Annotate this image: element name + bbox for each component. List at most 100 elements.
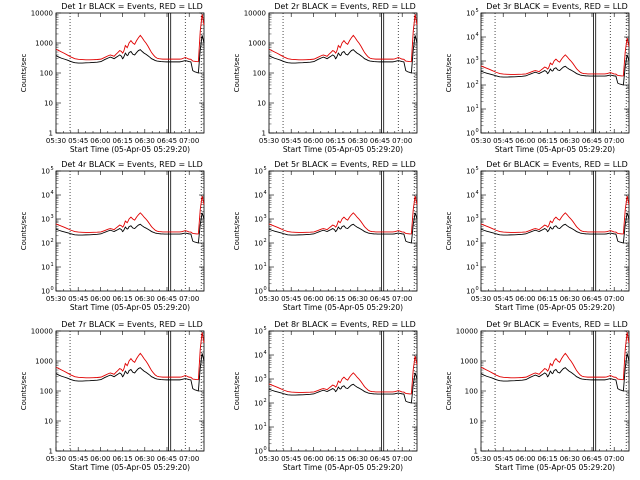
- x-tick-label: 06:45: [370, 295, 390, 303]
- y-tick-label: 10: [466, 288, 475, 296]
- y-tick-exponent: 5: [264, 326, 267, 332]
- y-tick-label: 1: [49, 448, 53, 456]
- x-tick-label: 05:30: [471, 137, 491, 145]
- y-tick-label: 10: [466, 34, 475, 42]
- y-tick-label: 10: [44, 418, 53, 426]
- x-axis-label: Start Time (05-Apr-05 05:29:20): [283, 145, 403, 154]
- x-tick-label: 06:00: [515, 455, 535, 463]
- plot-frame: [55, 170, 205, 292]
- y-tick-label: 10000: [456, 328, 478, 336]
- y-tick-exponent: 3: [51, 214, 54, 220]
- series-lld: [55, 14, 205, 63]
- y-axis-label: Counts/sec: [233, 372, 241, 411]
- x-tick-label: 06:45: [370, 455, 390, 463]
- x-tick-label: 05:45: [68, 455, 88, 463]
- y-tick-label: 100: [253, 70, 266, 78]
- x-tick-label: 05:45: [281, 137, 301, 145]
- y-tick-exponent: 5: [51, 166, 54, 172]
- y-axis-label: Counts/sec: [445, 372, 453, 411]
- x-tick-label: 07:00: [604, 295, 624, 303]
- y-tick-label: 10: [41, 168, 50, 176]
- y-tick-label: 1000: [35, 358, 53, 366]
- y-tick-exponent: 4: [51, 190, 54, 196]
- series-lld: [268, 14, 418, 63]
- panel-title: Det 1r BLACK = Events, RED = LLD: [61, 2, 203, 11]
- y-tick-label: 10: [466, 216, 475, 224]
- x-tick-label: 05:30: [471, 295, 491, 303]
- y-axis-label: Counts/sec: [233, 212, 241, 251]
- y-tick-label: 10: [466, 168, 475, 176]
- x-tick-label: 06:00: [303, 137, 323, 145]
- y-axis-label: Counts/sec: [445, 54, 453, 93]
- y-tick-label: 10: [254, 448, 263, 456]
- y-tick-exponent: 4: [476, 190, 479, 196]
- y-tick-exponent: 0: [476, 286, 479, 292]
- x-tick-label: 06:45: [370, 137, 390, 145]
- y-tick-exponent: 5: [476, 166, 479, 172]
- x-tick-label: 05:45: [493, 455, 513, 463]
- y-tick-label: 10000: [244, 10, 266, 18]
- panel-title: Det 6r BLACK = Events, RED = LLD: [486, 160, 628, 169]
- y-tick-label: 100: [40, 388, 53, 396]
- series-lld: [55, 196, 205, 235]
- x-tick-label: 05:45: [68, 137, 88, 145]
- plot-frame: [55, 12, 205, 134]
- y-tick-exponent: 2: [264, 238, 267, 244]
- x-axis-label: Start Time (05-Apr-05 05:29:20): [70, 463, 190, 472]
- x-tick-label: 07:00: [179, 137, 199, 145]
- x-tick-label: 06:30: [135, 137, 155, 145]
- y-tick-label: 10: [41, 192, 50, 200]
- y-axis-label: Counts/sec: [20, 212, 28, 251]
- x-tick-label: 07:00: [179, 295, 199, 303]
- x-tick-label: 06:15: [538, 455, 558, 463]
- x-tick-label: 07:00: [392, 137, 412, 145]
- y-tick-label: 10: [254, 376, 263, 384]
- x-tick-label: 05:30: [471, 455, 491, 463]
- y-tick-exponent: 1: [264, 262, 267, 268]
- x-tick-label: 05:30: [46, 137, 66, 145]
- y-tick-label: 10: [41, 240, 50, 248]
- y-axis-label: Counts/sec: [20, 54, 28, 93]
- y-axis-label: Counts/sec: [445, 212, 453, 251]
- x-axis-label: Start Time (05-Apr-05 05:29:20): [70, 145, 190, 154]
- panel-title: Det 2r BLACK = Events, RED = LLD: [274, 2, 416, 11]
- x-tick-label: 05:30: [259, 295, 279, 303]
- y-tick-label: 10: [466, 130, 475, 138]
- x-tick-label: 06:30: [348, 295, 368, 303]
- x-tick-label: 06:00: [515, 295, 535, 303]
- x-tick-label: 06:45: [157, 137, 177, 145]
- x-axis-label: Start Time (05-Apr-05 05:29:20): [495, 145, 615, 154]
- detector-panel-3: Det 3r BLACK = Events, RED = LLD 05:30 05:…: [445, 2, 630, 154]
- plot-frame: [480, 12, 630, 134]
- panel-title: Det 9r BLACK = Events, RED = LLD: [486, 320, 628, 329]
- y-tick-label: 10: [466, 192, 475, 200]
- x-tick-label: 06:45: [582, 137, 602, 145]
- x-tick-label: 05:30: [259, 455, 279, 463]
- x-tick-label: 06:15: [326, 295, 346, 303]
- y-tick-label: 10: [41, 264, 50, 272]
- y-tick-label: 10: [466, 10, 475, 18]
- plot-frame: [268, 330, 418, 452]
- x-tick-label: 06:30: [560, 455, 580, 463]
- y-tick-label: 10: [466, 106, 475, 114]
- y-tick-label: 10: [44, 100, 53, 108]
- x-tick-label: 07:00: [392, 455, 412, 463]
- y-tick-label: 10: [254, 240, 263, 248]
- plot-frame: [268, 170, 418, 292]
- x-tick-label: 06:00: [90, 295, 110, 303]
- y-tick-label: 10000: [31, 10, 53, 18]
- detector-panel-9: Det 9r BLACK = Events, RED = LLD 05:30 05:…: [445, 320, 630, 472]
- x-tick-label: 06:00: [90, 455, 110, 463]
- y-tick-label: 10: [254, 216, 263, 224]
- y-tick-label: 10: [254, 400, 263, 408]
- x-tick-label: 06:30: [135, 295, 155, 303]
- y-tick-exponent: 5: [476, 8, 479, 14]
- x-tick-label: 06:15: [326, 137, 346, 145]
- x-axis-label: Start Time (05-Apr-05 05:29:20): [70, 303, 190, 312]
- y-tick-exponent: 2: [476, 238, 479, 244]
- x-tick-label: 07:00: [604, 137, 624, 145]
- y-tick-label: 10: [254, 288, 263, 296]
- y-tick-label: 10: [466, 82, 475, 90]
- series-events: [480, 353, 630, 392]
- panel-title: Det 3r BLACK = Events, RED = LLD: [486, 2, 628, 11]
